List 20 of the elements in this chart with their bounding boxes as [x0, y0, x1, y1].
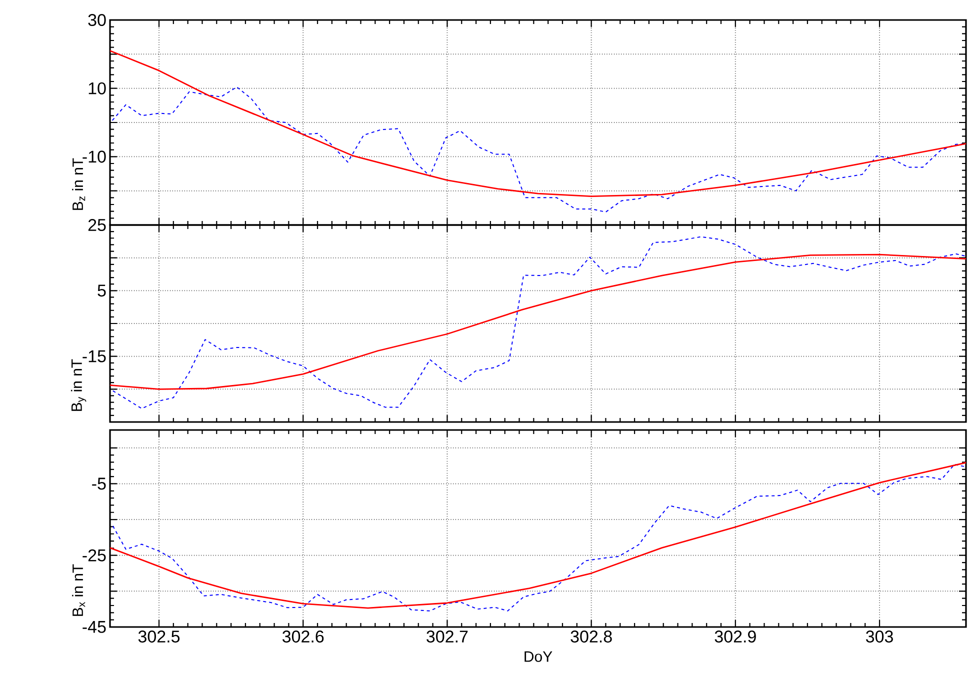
y-axis-title: B$_{z}$ in nT — [72, 158, 86, 210]
x-tick-label: 303 — [866, 630, 893, 643]
line-series — [110, 254, 966, 390]
x-axis-title: DoY — [524, 651, 552, 662]
y-tick-label: 25 — [88, 218, 106, 232]
x-tick-label: 302.8 — [570, 630, 612, 643]
x-tick-label: 302.6 — [282, 630, 324, 643]
y-axis-title: B$_{x}$ in nT — [72, 564, 86, 616]
y-tick-label: -10 — [82, 150, 106, 163]
line-series — [110, 50, 966, 197]
x-tick-label: 302.9 — [714, 630, 756, 643]
x-tick-label: 302.7 — [426, 630, 468, 643]
y-tick-label: 5 — [98, 284, 106, 297]
y-tick-label: -25 — [82, 549, 106, 562]
y-tick-label: 10 — [88, 82, 106, 94]
y-tick-label: -45 — [82, 621, 106, 633]
y-tick-label: 30 — [88, 14, 106, 26]
line-series — [112, 236, 966, 410]
y-tick-label: -5 — [92, 478, 106, 490]
x-tick-label: 302.5 — [138, 630, 180, 643]
